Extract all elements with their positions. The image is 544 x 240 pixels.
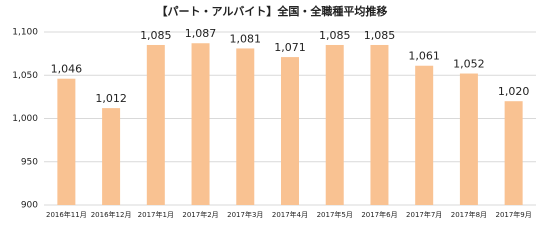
y-tick-label: 900 bbox=[21, 201, 38, 211]
x-tick-label: 2017年9月 bbox=[495, 210, 531, 219]
value-label: 1,085 bbox=[364, 29, 396, 42]
x-tick-label: 2016年11月 bbox=[46, 210, 87, 219]
chart-title: 【パート・アルバイト】全国・全職種平均推移 bbox=[157, 4, 388, 18]
bar bbox=[459, 73, 478, 206]
chart: 【パート・アルバイト】全国・全職種平均推移 900 950 1,000 1,050 1,… bbox=[12, 4, 536, 219]
bar bbox=[325, 44, 344, 205]
x-tick-label: 2017年8月 bbox=[451, 210, 487, 219]
bar bbox=[146, 44, 165, 205]
y-tick-label: 1,000 bbox=[12, 114, 38, 124]
bar bbox=[236, 48, 255, 206]
bar bbox=[102, 108, 121, 205]
x-tick-label: 2017年6月 bbox=[361, 210, 397, 219]
bar bbox=[415, 65, 434, 205]
x-tick-label: 2017年7月 bbox=[406, 210, 442, 219]
value-label: 1,061 bbox=[408, 50, 440, 63]
x-tick-label: 2017年5月 bbox=[317, 210, 353, 219]
value-label: 1,052 bbox=[453, 58, 485, 71]
x-tick-label: 2016年12月 bbox=[91, 210, 132, 219]
bar bbox=[370, 44, 389, 205]
bar bbox=[57, 78, 76, 205]
value-label: 1,085 bbox=[319, 29, 351, 42]
bar bbox=[191, 43, 210, 206]
x-tick-label: 2017年1月 bbox=[138, 210, 174, 219]
value-label: 1,081 bbox=[230, 32, 262, 45]
value-label: 1,046 bbox=[51, 63, 83, 76]
x-tick-label: 2017年3月 bbox=[227, 210, 263, 219]
value-label: 1,020 bbox=[498, 85, 530, 98]
y-tick-label: 1,050 bbox=[12, 71, 38, 81]
bar bbox=[281, 57, 299, 206]
value-label: 1,071 bbox=[274, 41, 306, 54]
value-label: 1,085 bbox=[140, 29, 172, 42]
value-label: 1,012 bbox=[95, 92, 127, 105]
page: {"chart_data": {"type": "bar", "title": … bbox=[12, 4, 536, 219]
bar bbox=[504, 101, 523, 205]
y-tick-label: 950 bbox=[21, 157, 38, 167]
y-tick-label: 1,100 bbox=[12, 28, 38, 38]
x-tick-label: 2017年4月 bbox=[272, 210, 308, 219]
value-label: 1,087 bbox=[185, 27, 217, 40]
x-tick-label: 2017年2月 bbox=[182, 210, 218, 219]
